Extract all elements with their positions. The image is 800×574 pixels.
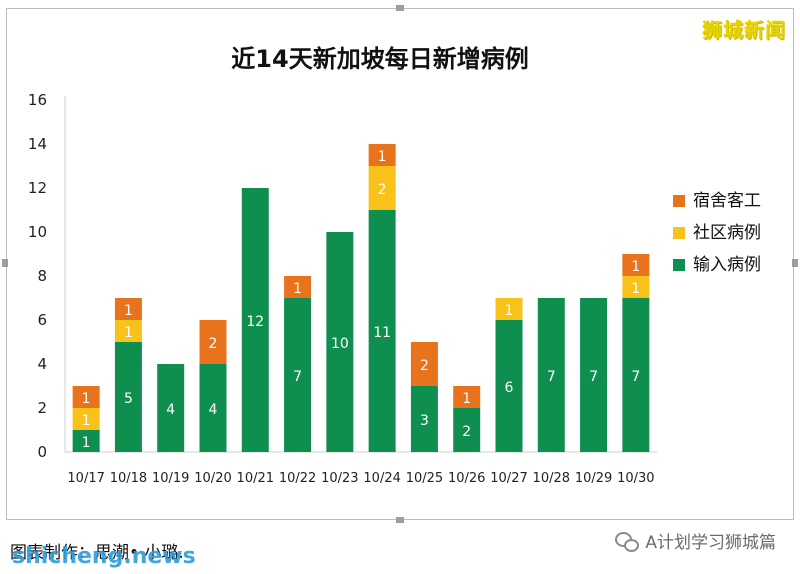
legend-swatch	[673, 227, 685, 239]
bar-segment	[368, 166, 396, 210]
legend-label: 宿舍客工	[693, 191, 761, 211]
x-tick-label: 10/19	[152, 471, 189, 486]
bar-segment	[284, 298, 312, 452]
bar-segment	[72, 408, 100, 430]
bar-segment	[114, 320, 142, 342]
chart-title: 近14天新加坡每日新增病例	[231, 45, 528, 73]
legend-label: 输入病例	[693, 255, 761, 275]
bar-segment	[284, 276, 312, 298]
bar-segment	[326, 232, 354, 452]
bar-segment	[453, 386, 481, 408]
bar-segment	[114, 298, 142, 320]
resize-handle-top[interactable]	[396, 5, 404, 11]
legend-swatch	[673, 259, 685, 271]
bar-segment	[72, 430, 100, 452]
bar-segment	[622, 298, 650, 452]
bar-value-label: 3	[420, 413, 429, 429]
x-tick-label: 10/24	[363, 471, 400, 486]
bar-segment	[241, 188, 269, 452]
bar-segment	[114, 342, 142, 452]
bar-value-label: 1	[124, 325, 133, 341]
wechat-icon	[615, 531, 640, 552]
bar-segment	[495, 320, 523, 452]
y-tick-label: 12	[28, 179, 47, 197]
bar-value-label: 1	[82, 391, 91, 407]
legend-label: 社区病例	[693, 223, 761, 243]
x-tick-label: 10/30	[617, 471, 654, 486]
bar-value-label: 5	[124, 391, 133, 407]
y-tick-label: 14	[28, 135, 47, 153]
y-tick-label: 8	[37, 267, 47, 285]
bar-value-label: 1	[505, 303, 514, 319]
bar-value-label: 1	[378, 149, 387, 165]
bar-segment	[453, 408, 481, 452]
bar-segment	[72, 386, 100, 408]
bar-segment	[622, 276, 650, 298]
bar-value-label: 12	[246, 314, 264, 330]
chart-frame: 近14天新加坡每日新增病例 0 2 4 6 8 10 12 14 16 10/17 10/18 10/…	[2, 5, 798, 523]
bar-value-label: 4	[209, 402, 218, 418]
bar-value-label: 11	[373, 325, 391, 341]
y-tick-label: 4	[37, 355, 47, 373]
chart-credit: 图表制作：思潮• 小璐.	[10, 543, 184, 563]
x-tick-label: 10/17	[67, 471, 104, 486]
y-tick-label: 0	[37, 443, 47, 461]
x-tick-label: 10/28	[533, 471, 570, 486]
y-tick-label: 16	[28, 91, 47, 109]
watermark-logo: 狮城新闻	[702, 18, 786, 42]
bar-segment	[368, 210, 396, 452]
bar-segment	[199, 364, 227, 452]
y-tick-label: 10	[28, 223, 47, 241]
bar-value-label: 2	[462, 424, 471, 440]
resize-handle-left[interactable]	[2, 259, 8, 267]
bar-value-label: 7	[589, 369, 598, 385]
bar-value-label: 4	[166, 402, 175, 418]
bar-value-label: 1	[82, 435, 91, 451]
x-tick-label: 10/25	[406, 471, 443, 486]
x-tick-label: 10/21	[237, 471, 274, 486]
bar-value-label: 1	[82, 413, 91, 429]
x-tick-label: 10/18	[110, 471, 147, 486]
x-tick-label: 10/29	[575, 471, 612, 486]
resize-handle-bottom[interactable]	[396, 517, 404, 523]
bar-value-label: 2	[378, 182, 387, 198]
x-tick-label: 10/26	[448, 471, 485, 486]
bar-value-label: 1	[293, 281, 302, 297]
bar-segment	[410, 342, 438, 386]
bar-value-label: 1	[631, 281, 640, 297]
x-tick-label: 10/23	[321, 471, 358, 486]
bar-segment	[495, 298, 523, 320]
x-tick-label: 10/27	[490, 471, 527, 486]
bar-value-label: 7	[631, 369, 640, 385]
x-tick-label: 10/20	[194, 471, 231, 486]
wechat-account: A计划学习狮城篇	[615, 528, 776, 553]
bar-value-label: 2	[420, 358, 429, 374]
bar-value-label: 2	[209, 336, 218, 352]
y-tick-label: 6	[37, 311, 47, 329]
resize-handle-right[interactable]	[792, 259, 798, 267]
bar-segment	[537, 298, 565, 452]
bar-value-label: 1	[462, 391, 471, 407]
bar-segment	[622, 254, 650, 276]
bar-value-label: 7	[547, 369, 556, 385]
legend-swatch	[673, 195, 685, 207]
bar-value-label: 10	[331, 336, 349, 352]
site-watermark: shicheng.news	[12, 544, 196, 569]
x-tick-label: 10/22	[279, 471, 316, 486]
bar-segment	[368, 144, 396, 166]
bar-value-label: 6	[505, 380, 514, 396]
wechat-account-name: A计划学习狮城篇	[645, 533, 776, 553]
bar-segment	[580, 298, 608, 452]
bar-value-label: 1	[631, 259, 640, 275]
bar-segment	[199, 320, 227, 364]
bar-value-label: 1	[124, 303, 133, 319]
bar-segment	[157, 364, 185, 452]
y-tick-label: 2	[37, 399, 47, 417]
bar-segment	[410, 386, 438, 452]
bar-value-label: 7	[293, 369, 302, 385]
